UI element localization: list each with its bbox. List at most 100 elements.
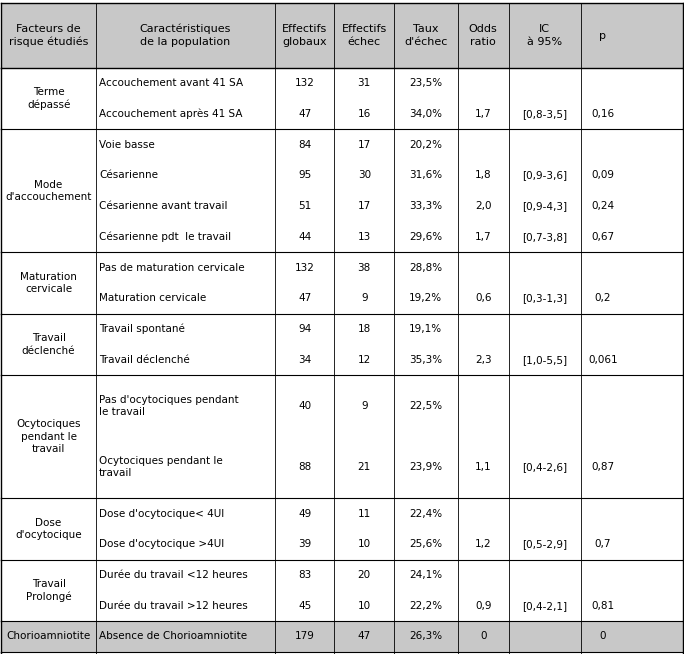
Text: 19,2%: 19,2% bbox=[409, 294, 443, 303]
Text: 0,16: 0,16 bbox=[592, 109, 614, 119]
Text: Effectifs
échec: Effectifs échec bbox=[341, 24, 387, 47]
Text: [1,0-5,5]: [1,0-5,5] bbox=[523, 355, 567, 365]
Text: Travail spontané: Travail spontané bbox=[99, 324, 185, 334]
Text: 179: 179 bbox=[295, 632, 315, 642]
Text: 47: 47 bbox=[298, 109, 311, 119]
Text: 20: 20 bbox=[358, 570, 371, 580]
Text: 49: 49 bbox=[298, 509, 311, 519]
Text: 132: 132 bbox=[295, 263, 315, 273]
Text: Effectifs
globaux: Effectifs globaux bbox=[282, 24, 328, 47]
Text: 83: 83 bbox=[298, 570, 311, 580]
Text: 34,0%: 34,0% bbox=[409, 109, 443, 119]
Text: 29,6%: 29,6% bbox=[409, 232, 443, 242]
Text: 20,2%: 20,2% bbox=[409, 140, 443, 150]
Bar bbox=[1, 314, 683, 375]
Text: 13: 13 bbox=[358, 232, 371, 242]
Text: Ocytociques
pendant le
travail: Ocytociques pendant le travail bbox=[16, 419, 81, 454]
Text: [0,4-2,6]: [0,4-2,6] bbox=[523, 462, 567, 472]
Text: 88: 88 bbox=[298, 462, 311, 472]
Text: 19,1%: 19,1% bbox=[409, 324, 443, 334]
Text: 30: 30 bbox=[358, 171, 371, 181]
Text: Travail
Prolongé: Travail Prolongé bbox=[26, 579, 71, 602]
Text: Dose
d'ocytocique: Dose d'ocytocique bbox=[15, 518, 82, 540]
Text: 28,8%: 28,8% bbox=[409, 263, 443, 273]
Text: 132: 132 bbox=[295, 78, 315, 88]
Text: 0: 0 bbox=[600, 632, 606, 642]
Text: 39: 39 bbox=[298, 540, 311, 549]
Text: 38: 38 bbox=[358, 263, 371, 273]
Bar bbox=[1, 560, 683, 621]
Text: Césarienne avant travail: Césarienne avant travail bbox=[99, 201, 228, 211]
Text: 22,5%: 22,5% bbox=[409, 401, 443, 411]
Text: Dose d'ocytocique< 4UI: Dose d'ocytocique< 4UI bbox=[99, 509, 224, 519]
Text: 1,7: 1,7 bbox=[475, 232, 492, 242]
Text: 0,09: 0,09 bbox=[592, 171, 614, 181]
Text: Accouchement avant 41 SA: Accouchement avant 41 SA bbox=[99, 78, 244, 88]
Text: 0,9: 0,9 bbox=[475, 601, 492, 611]
Text: [0,8-3,5]: [0,8-3,5] bbox=[523, 109, 567, 119]
Text: 45: 45 bbox=[298, 601, 311, 611]
Text: 26,3%: 26,3% bbox=[409, 632, 443, 642]
Text: 31: 31 bbox=[358, 78, 371, 88]
Text: Caractéristiques
de la population: Caractéristiques de la population bbox=[140, 24, 231, 47]
Text: Terme
dépassé: Terme dépassé bbox=[27, 87, 70, 110]
Bar bbox=[1, 498, 683, 560]
Text: Absence de Chorioamniotite: Absence de Chorioamniotite bbox=[99, 632, 248, 642]
Text: Accouchement après 41 SA: Accouchement après 41 SA bbox=[99, 109, 243, 119]
Text: [0,9-3,6]: [0,9-3,6] bbox=[523, 171, 567, 181]
Text: Pas d'ocytociques pendant
le travail: Pas d'ocytociques pendant le travail bbox=[99, 395, 239, 417]
Bar bbox=[1, 621, 683, 652]
Text: 0,7: 0,7 bbox=[594, 540, 611, 549]
Bar bbox=[1, 252, 683, 314]
Text: 95: 95 bbox=[298, 171, 311, 181]
Text: 47: 47 bbox=[298, 294, 311, 303]
Text: Voie basse: Voie basse bbox=[99, 140, 155, 150]
Text: 40: 40 bbox=[298, 401, 311, 411]
Text: p: p bbox=[599, 31, 607, 41]
Text: Facteurs de
risque étudiés: Facteurs de risque étudiés bbox=[9, 24, 88, 48]
Bar bbox=[1, 375, 683, 498]
Text: 0,24: 0,24 bbox=[592, 201, 614, 211]
Bar bbox=[1, 129, 683, 252]
Text: 0,061: 0,061 bbox=[588, 355, 618, 365]
Text: 2,3: 2,3 bbox=[475, 355, 492, 365]
Text: [0,3-1,3]: [0,3-1,3] bbox=[523, 294, 567, 303]
Text: 12: 12 bbox=[358, 355, 371, 365]
Text: IC
à 95%: IC à 95% bbox=[527, 24, 562, 47]
Text: 1,2: 1,2 bbox=[475, 540, 492, 549]
Text: 18: 18 bbox=[358, 324, 371, 334]
Text: 17: 17 bbox=[358, 201, 371, 211]
Text: 22,2%: 22,2% bbox=[409, 601, 443, 611]
Text: Travail déclenché: Travail déclenché bbox=[99, 355, 190, 365]
Text: Chorioamniotite: Chorioamniotite bbox=[6, 632, 91, 642]
Text: 23,5%: 23,5% bbox=[409, 78, 443, 88]
Text: 24,1%: 24,1% bbox=[409, 570, 443, 580]
Text: 11: 11 bbox=[358, 509, 371, 519]
Text: Pas de maturation cervicale: Pas de maturation cervicale bbox=[99, 263, 245, 273]
Text: 23,9%: 23,9% bbox=[409, 462, 443, 472]
Bar bbox=[1, 68, 683, 129]
Text: 21: 21 bbox=[358, 462, 371, 472]
Text: 2,0: 2,0 bbox=[475, 201, 492, 211]
Text: Maturation cervicale: Maturation cervicale bbox=[99, 294, 207, 303]
Text: 10: 10 bbox=[358, 601, 371, 611]
Text: 1,8: 1,8 bbox=[475, 171, 492, 181]
Text: 0,6: 0,6 bbox=[475, 294, 492, 303]
Text: Césarienne: Césarienne bbox=[99, 171, 158, 181]
Text: Odds
ratio: Odds ratio bbox=[469, 24, 498, 47]
Text: Mode
d'accouchement: Mode d'accouchement bbox=[5, 180, 92, 202]
Text: 0,67: 0,67 bbox=[592, 232, 614, 242]
Text: 10: 10 bbox=[358, 540, 371, 549]
Text: 0,2: 0,2 bbox=[594, 294, 611, 303]
Text: 33,3%: 33,3% bbox=[409, 201, 443, 211]
Text: 35,3%: 35,3% bbox=[409, 355, 443, 365]
Text: 44: 44 bbox=[298, 232, 311, 242]
Text: 0,87: 0,87 bbox=[592, 462, 614, 472]
Text: 16: 16 bbox=[358, 109, 371, 119]
Text: 31,6%: 31,6% bbox=[409, 171, 443, 181]
Text: [0,7-3,8]: [0,7-3,8] bbox=[523, 232, 567, 242]
Text: Ocytociques pendant le
travail: Ocytociques pendant le travail bbox=[99, 456, 223, 479]
Text: 84: 84 bbox=[298, 140, 311, 150]
Text: Durée du travail >12 heures: Durée du travail >12 heures bbox=[99, 601, 248, 611]
Text: Travail
déclenché: Travail déclenché bbox=[22, 334, 75, 356]
